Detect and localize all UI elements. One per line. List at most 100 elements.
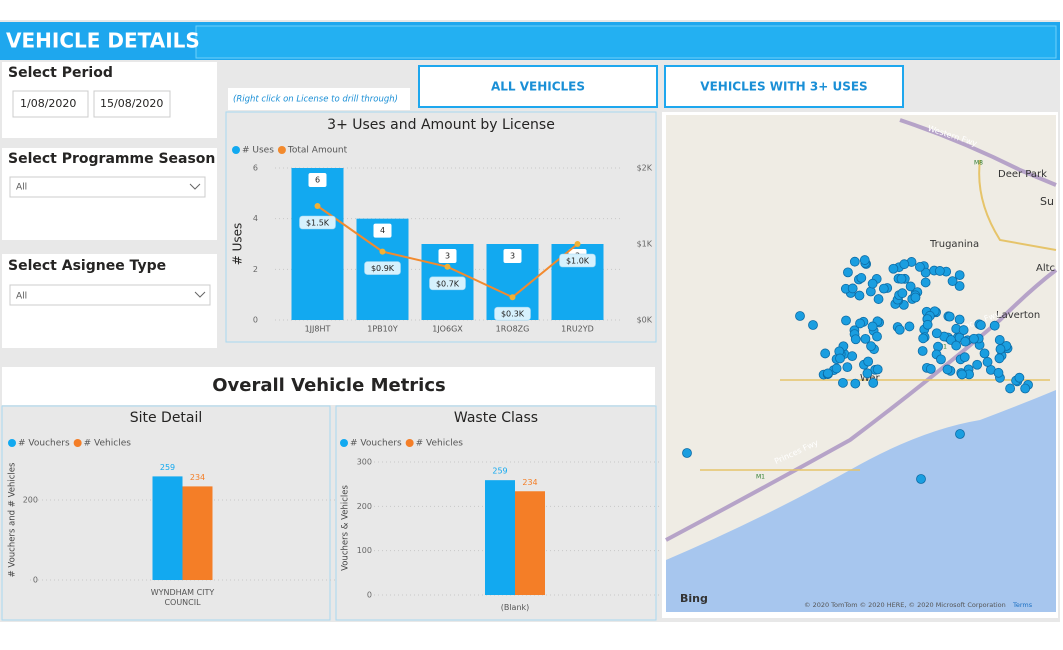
map-point	[979, 348, 990, 359]
data-label: 3	[445, 252, 450, 261]
map-label: Altc	[1036, 263, 1055, 274]
map-point	[917, 346, 928, 356]
data-label: 259	[160, 463, 175, 472]
map-point	[958, 325, 969, 335]
note: (Right click on License to drill through…	[233, 95, 398, 105]
chart-title: 3+ Uses and Amount by License	[327, 117, 555, 133]
filter-label: Select Period	[8, 65, 113, 81]
data-label-box	[364, 261, 401, 275]
line-point	[509, 294, 516, 301]
y2-tick-label: $1K	[637, 240, 653, 249]
note-box	[228, 88, 410, 110]
map-point	[904, 321, 915, 332]
legend-swatch	[340, 439, 348, 447]
filter-label: Select Programme Season	[8, 151, 215, 167]
bar	[152, 476, 183, 580]
map-point	[867, 321, 878, 332]
y-tick-label: 100	[357, 546, 372, 555]
map-point	[1005, 383, 1016, 394]
map-point	[934, 266, 945, 276]
date-value: 1/08/2020	[20, 97, 76, 110]
x-tick-label: (Blank)	[500, 603, 530, 612]
dropdown[interactable]	[9, 284, 211, 306]
map-point	[859, 255, 870, 265]
data-label: 6	[315, 176, 320, 185]
y-tick-label: 0	[253, 316, 258, 325]
line-point	[379, 248, 386, 255]
map-point	[808, 320, 818, 330]
map-point	[920, 277, 931, 288]
data-label-box	[559, 253, 596, 268]
map-point	[914, 262, 925, 272]
map-point	[993, 367, 1004, 378]
data-label: 3	[510, 252, 515, 261]
map-point	[916, 474, 926, 484]
data-label-box	[429, 276, 466, 291]
map-point	[1020, 383, 1031, 394]
map-point	[850, 378, 861, 389]
map-point	[954, 270, 965, 281]
map-point	[982, 357, 993, 367]
map-point	[835, 353, 845, 364]
map-point	[843, 267, 853, 278]
map-point	[959, 352, 970, 363]
legend-label: # Uses	[242, 146, 274, 156]
button[interactable]	[664, 65, 904, 108]
map-point	[823, 368, 833, 379]
y-tick-label: 6	[253, 164, 258, 173]
data-label: 234	[190, 473, 205, 482]
legend-swatch	[232, 146, 240, 154]
y-axis-label: # Vouchers and # Vehicles	[8, 462, 18, 577]
map-point	[994, 353, 1005, 364]
data-label: $1.5K	[306, 219, 330, 228]
bar	[515, 491, 545, 595]
map-road	[978, 159, 1057, 251]
data-label-box	[503, 249, 522, 263]
date-input[interactable]	[93, 90, 171, 118]
data-label-box	[373, 223, 392, 238]
map-point	[831, 363, 842, 374]
data-label-box	[308, 173, 327, 187]
map-point	[957, 369, 967, 380]
data-label: 234	[522, 478, 537, 487]
data-label: $1.0K	[566, 257, 590, 266]
map-point	[847, 351, 858, 362]
data-label: 4	[380, 226, 385, 235]
map-point	[855, 318, 865, 329]
map-point	[897, 288, 908, 299]
map-point	[1014, 372, 1025, 383]
map-label: M1	[756, 474, 765, 481]
map-point	[863, 356, 874, 367]
data-label-box	[438, 249, 457, 263]
y-tick-label: 0	[33, 576, 38, 585]
x-tick-label: 1PB10Y	[367, 325, 398, 334]
map-point	[942, 364, 953, 375]
bar	[485, 480, 515, 595]
dropdown[interactable]	[9, 176, 206, 198]
data-label: 259	[492, 467, 507, 476]
data-label-box	[494, 306, 531, 321]
map-road	[700, 379, 1050, 471]
y-axis-label: # Uses	[231, 223, 245, 266]
date-input[interactable]	[12, 90, 89, 118]
map-water	[666, 390, 1056, 612]
map-logo: Bing	[680, 592, 708, 605]
map-point	[989, 320, 1000, 331]
x-tick-label: WYNDHAM CITY COUNCIL	[150, 588, 215, 607]
map-point	[838, 377, 848, 388]
map-terms[interactable]: Terms	[1012, 601, 1033, 609]
legend-label: # Vouchers	[18, 439, 70, 449]
map-point	[944, 311, 955, 322]
map-point	[854, 290, 865, 301]
map-point	[954, 314, 965, 325]
button[interactable]	[418, 65, 658, 108]
map-point	[795, 311, 805, 321]
map-point	[955, 429, 965, 439]
y-axis-label: Vouchers & Vehicles	[341, 485, 351, 571]
map-label: Laverton	[996, 310, 1040, 321]
map-label: Deer Park	[998, 169, 1047, 180]
data-label: $0.3K	[501, 310, 525, 319]
y-tick-label: 200	[357, 502, 372, 511]
